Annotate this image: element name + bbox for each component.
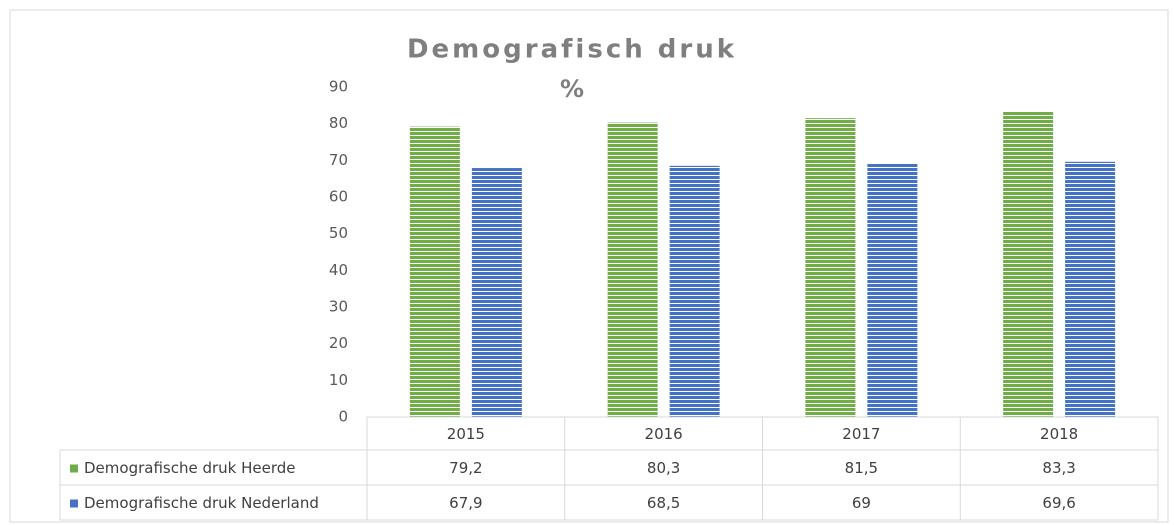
legend-swatch xyxy=(70,499,78,508)
data-table-value: 83,3 xyxy=(1042,459,1075,477)
chart-subtitle: % xyxy=(560,75,584,103)
data-table-value: 69 xyxy=(852,494,871,512)
bar xyxy=(409,126,460,417)
y-tick-label: 50 xyxy=(329,224,348,242)
data-table-value: 79,2 xyxy=(449,459,482,477)
y-tick-label: 80 xyxy=(329,114,348,132)
x-tick-label: 2016 xyxy=(645,425,683,443)
legend-swatch xyxy=(70,464,78,473)
y-tick-label: 70 xyxy=(329,151,348,169)
bar xyxy=(867,164,918,417)
legend-label: Demografische druk Nederland xyxy=(84,494,319,512)
data-table-value: 68,5 xyxy=(647,494,680,512)
y-tick-label: 40 xyxy=(329,261,348,279)
x-tick-label: 2018 xyxy=(1040,425,1078,443)
chart-frame xyxy=(9,9,1169,523)
y-tick-label: 90 xyxy=(329,78,348,96)
chart-title: Demografisch druk xyxy=(407,35,737,65)
x-tick-label: 2015 xyxy=(447,425,485,443)
legend-label: Demografische druk Heerde xyxy=(84,459,296,477)
data-table-value: 81,5 xyxy=(845,459,878,477)
bar xyxy=(1003,111,1054,418)
bar xyxy=(607,122,658,418)
data-table-value: 69,6 xyxy=(1042,494,1075,512)
bar xyxy=(669,165,720,417)
x-tick-label: 2017 xyxy=(842,425,880,443)
y-tick-label: 10 xyxy=(329,371,348,389)
bar xyxy=(1065,161,1116,417)
bar xyxy=(805,118,856,418)
y-tick-label: 20 xyxy=(329,334,348,352)
bar xyxy=(471,168,522,417)
y-tick-label: 30 xyxy=(329,298,348,316)
data-table-value: 80,3 xyxy=(647,459,680,477)
y-tick-label: 60 xyxy=(329,188,348,206)
data-table-value: 67,9 xyxy=(449,494,482,512)
y-tick-label: 0 xyxy=(338,408,348,426)
